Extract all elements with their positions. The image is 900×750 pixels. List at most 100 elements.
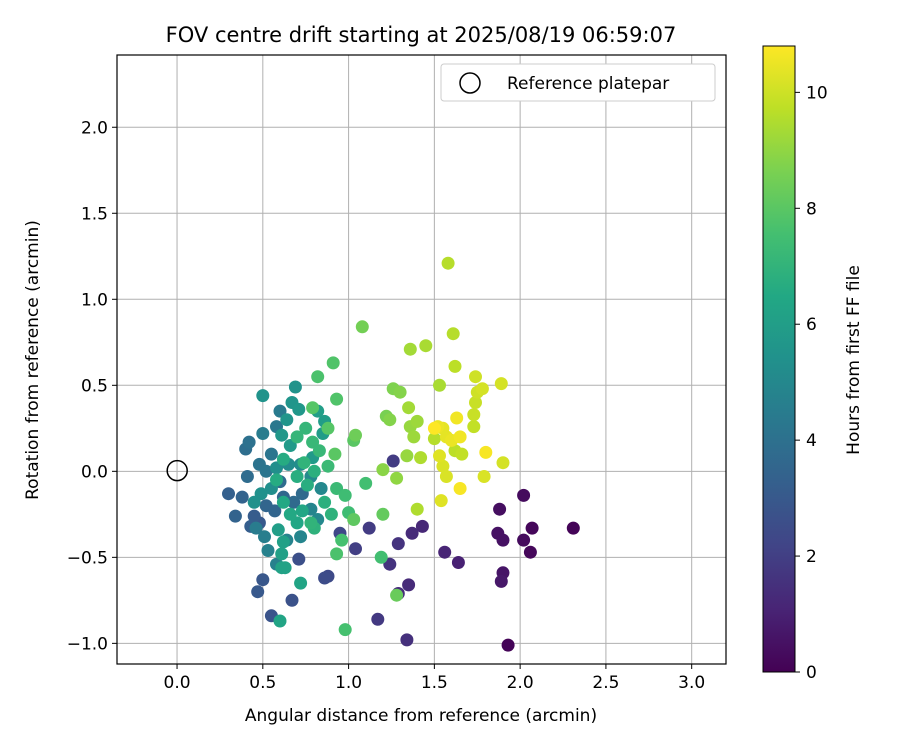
y-tick-label: 1.5 — [81, 204, 108, 224]
colorbar-tick-label: 8 — [806, 199, 817, 219]
scatter-point — [330, 392, 344, 406]
scatter-point — [523, 545, 537, 559]
scatter-point — [264, 447, 278, 461]
y-axis-label: Rotation from reference (arcmin) — [23, 220, 43, 500]
scatter-point — [400, 633, 414, 647]
scatter-point — [453, 482, 467, 495]
scatter-point — [292, 552, 306, 566]
scatter-point — [494, 377, 508, 391]
scatter-point — [371, 612, 385, 626]
scatter-point — [326, 356, 340, 370]
scatter-point — [453, 430, 467, 444]
scatter-point — [338, 488, 352, 502]
scatter-point — [450, 411, 464, 425]
scatter-point — [403, 342, 417, 356]
scatter-point — [275, 547, 289, 561]
legend-label: Reference platepar — [507, 74, 669, 94]
scatter-point — [434, 494, 448, 508]
scatter-point — [270, 473, 283, 487]
reference-platepar-marker — [166, 459, 188, 482]
scatter-point — [436, 459, 450, 473]
scatter-point — [288, 380, 302, 394]
scatter-point — [222, 487, 235, 501]
scatter-point — [469, 370, 482, 384]
scatter-point — [410, 502, 424, 516]
scatter-point — [349, 428, 362, 442]
scatter-point — [467, 420, 481, 434]
scatter-point — [419, 339, 433, 353]
scatter-point — [300, 478, 314, 492]
scatter-points — [222, 256, 580, 652]
scatter-point — [359, 476, 373, 490]
scatter-point — [374, 550, 388, 564]
scatter-point — [271, 523, 285, 537]
scatter-point — [251, 585, 265, 599]
scatter-point — [400, 449, 414, 463]
legend: Reference platepar — [440, 63, 716, 102]
scatter-point — [280, 413, 294, 427]
colorbar-tick-label: 10 — [806, 83, 828, 103]
legend-marker — [459, 72, 481, 94]
scatter-point — [441, 256, 455, 270]
scatter-point — [525, 521, 539, 535]
scatter-point — [455, 447, 469, 461]
scatter-point — [307, 464, 321, 478]
scatter-point — [297, 456, 311, 470]
scatter-point — [475, 382, 489, 396]
scatter-point — [240, 470, 254, 483]
scatter-point — [433, 449, 446, 463]
scatter-point — [390, 588, 404, 602]
scatter-point — [386, 454, 400, 468]
scatter-point — [405, 526, 419, 540]
scatter-point — [285, 593, 299, 607]
scatter-point — [321, 459, 335, 473]
scatter-point — [517, 488, 531, 502]
grid-lines — [117, 55, 726, 664]
colorbar: 0 2 4 6 8 10 Hours from first FF file — [762, 45, 864, 683]
scatter-point — [496, 456, 510, 470]
scatter-point — [347, 513, 361, 526]
scatter-point — [427, 421, 441, 435]
scatter-point — [393, 385, 407, 399]
scatter-point — [318, 495, 332, 509]
colorbar-tick-label: 6 — [806, 315, 817, 335]
scatter-point — [477, 470, 491, 483]
scatter-point — [391, 537, 405, 551]
y-tick-label: 2.0 — [81, 118, 108, 138]
y-axis-ticks: −1.0 −0.5 0.0 0.5 1.0 1.5 2.0 — [67, 118, 117, 654]
scatter-point — [235, 490, 249, 504]
x-tick-label: 3.0 — [678, 673, 705, 693]
scatter-point — [439, 470, 453, 483]
colorbar-tick-label: 2 — [806, 547, 817, 567]
legend-box — [440, 63, 716, 102]
y-tick-label: 0.5 — [81, 376, 108, 396]
scatter-point — [256, 427, 270, 440]
scatter-point — [494, 574, 508, 588]
scatter-point — [304, 516, 318, 530]
scatter-point — [249, 521, 263, 535]
scatter-point — [299, 421, 313, 435]
y-tick-label: 0.0 — [81, 462, 108, 482]
plot-frame — [116, 54, 727, 665]
scatter-point — [451, 556, 465, 569]
y-tick-label: −0.5 — [67, 548, 108, 568]
scatter-point — [247, 495, 261, 509]
scatter-point — [324, 507, 338, 521]
scatter-point — [242, 435, 256, 449]
scatter-point — [294, 530, 308, 544]
y-tick-label: −1.0 — [67, 634, 108, 654]
colorbar-tick-label: 4 — [806, 431, 817, 451]
scatter-point — [228, 509, 242, 523]
scatter-point — [335, 533, 349, 547]
scatter-point — [273, 614, 287, 628]
x-tick-label: 1.0 — [335, 673, 362, 693]
scatter-point — [390, 471, 404, 485]
scatter-point — [278, 561, 292, 575]
scatter-point — [467, 408, 481, 422]
colorbar-tick-label: 0 — [806, 663, 817, 683]
scatter-point — [256, 389, 270, 403]
scatter-point — [247, 509, 261, 523]
scatter-point — [321, 421, 335, 435]
scatter-point — [433, 378, 446, 392]
scatter-point — [276, 495, 290, 509]
